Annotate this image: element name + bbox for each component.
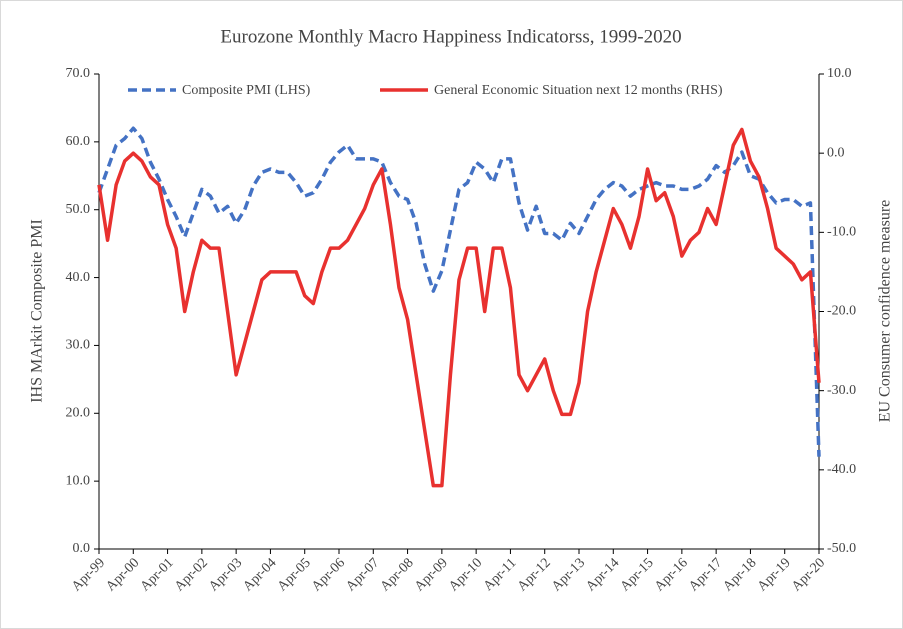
y-tick-label: 20.0 xyxy=(66,406,91,421)
legend-label: Composite PMI (LHS) xyxy=(182,83,311,98)
y2-tick-label: 10.0 xyxy=(827,66,852,81)
chart-title: Eurozone Monthly Macro Happiness Indicat… xyxy=(220,26,681,47)
series-line xyxy=(97,126,821,457)
y2-tick-label: -40.0 xyxy=(827,462,856,477)
y2-tick-label: 0.0 xyxy=(827,145,845,160)
y-tick-label: 40.0 xyxy=(66,270,91,285)
y-tick-label: 0.0 xyxy=(73,541,91,556)
y-axis-label: IHS MArkit Composite PMI xyxy=(29,219,46,403)
y-tick-label: 30.0 xyxy=(66,338,91,353)
y2-tick-label: -10.0 xyxy=(827,225,856,240)
y2-tick-label: -50.0 xyxy=(827,541,856,556)
y-tick-label: 50.0 xyxy=(66,202,91,217)
legend-label: General Economic Situation next 12 month… xyxy=(434,83,723,98)
y-tick-label: 60.0 xyxy=(66,134,91,149)
y-tick-label: 10.0 xyxy=(66,473,91,488)
y2-tick-label: -20.0 xyxy=(827,304,856,319)
y-tick-label: 70.0 xyxy=(66,66,91,81)
y2-tick-label: -30.0 xyxy=(827,383,856,398)
y2-axis-label: EU Consumer confidence measure xyxy=(877,200,894,423)
series-line xyxy=(97,127,821,488)
